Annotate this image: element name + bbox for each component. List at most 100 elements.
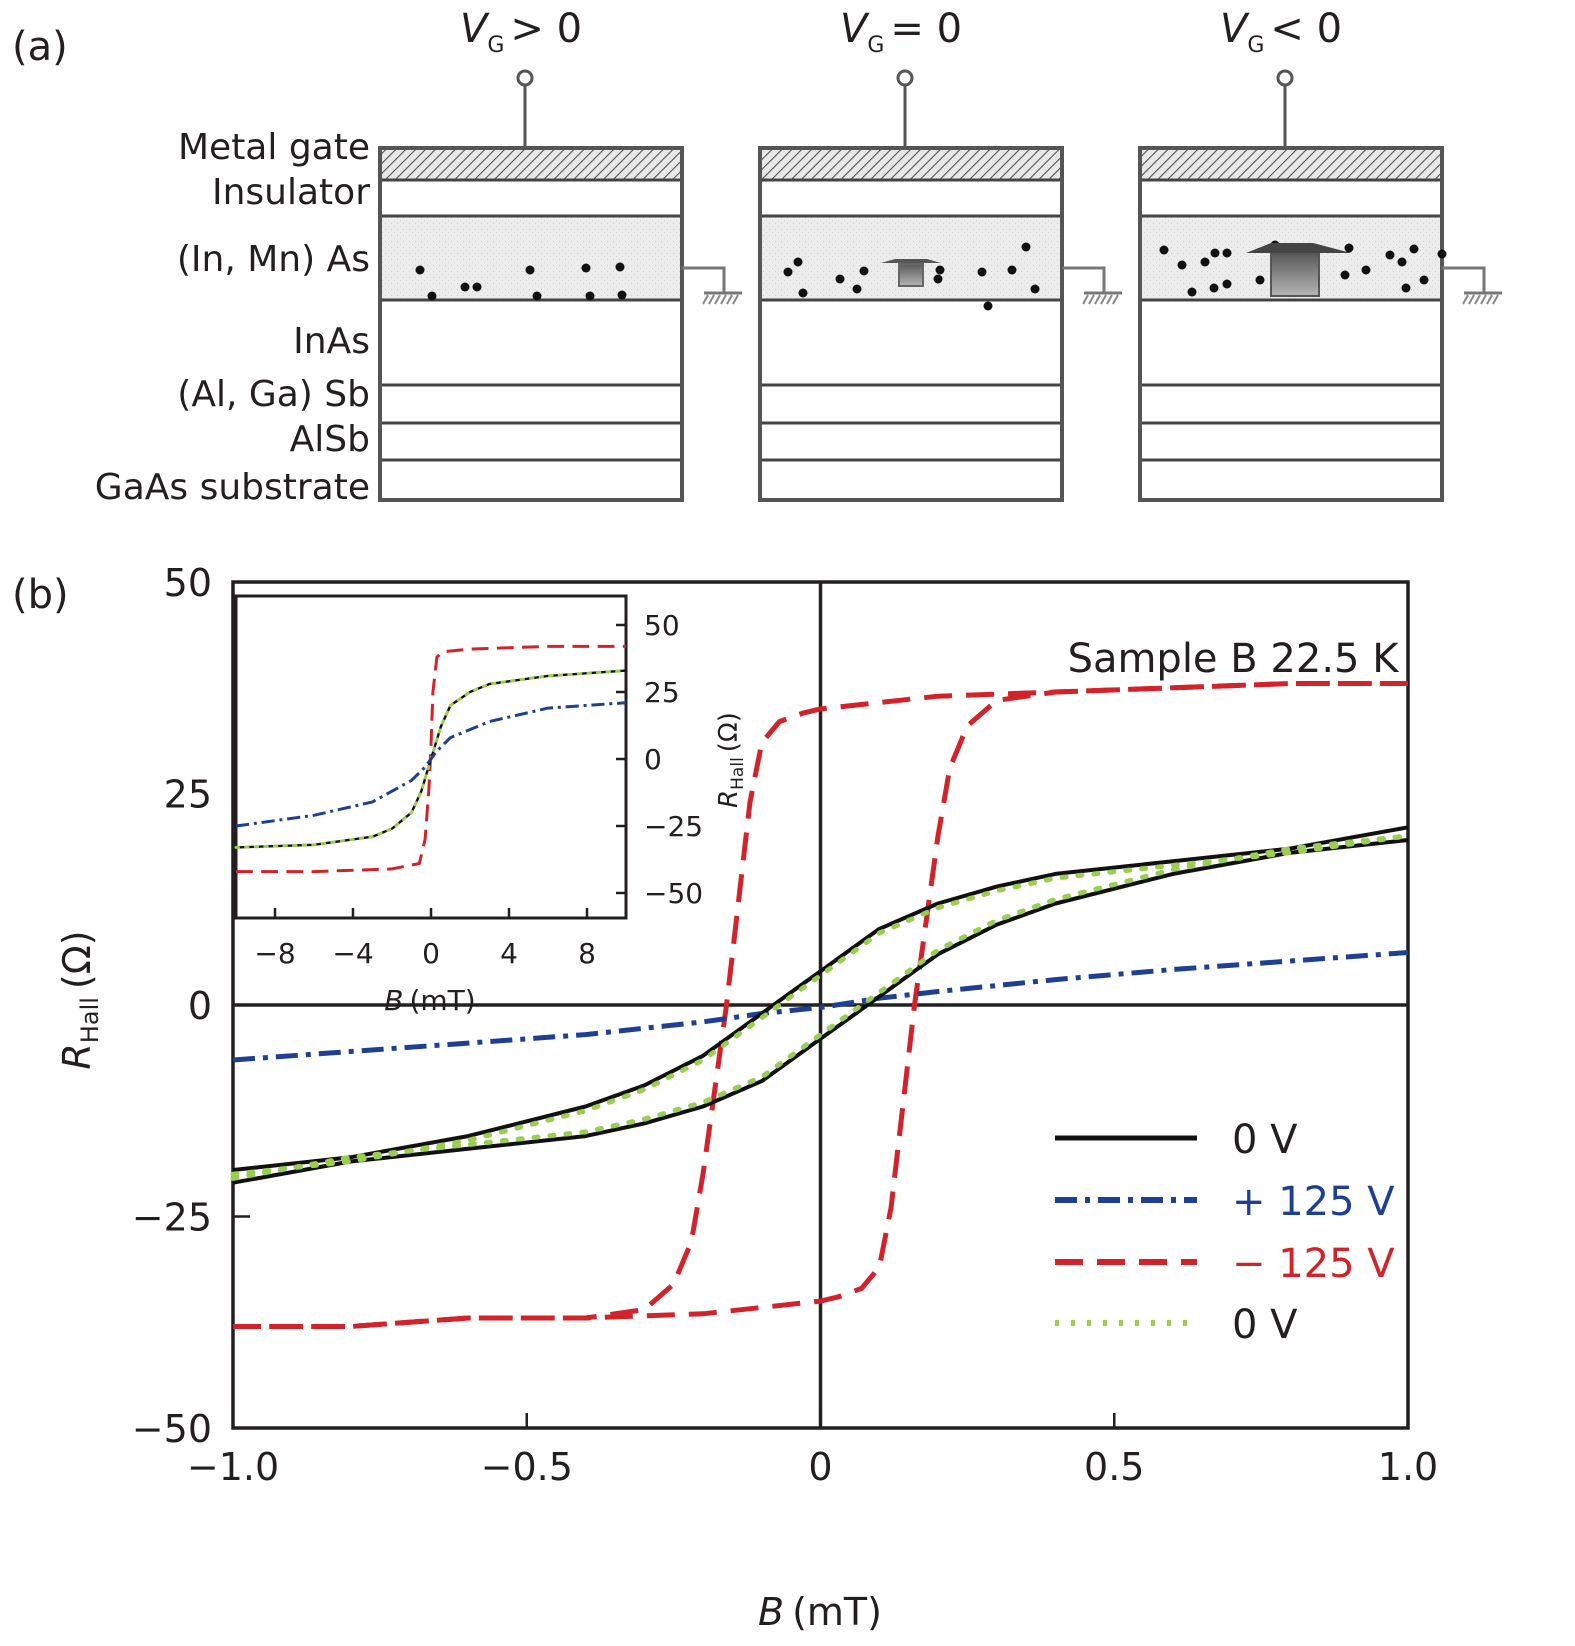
mn-dopant-dot-icon xyxy=(460,282,470,292)
y-axis-label-sub: Hall xyxy=(76,997,104,1043)
ferromagnetic-island-body xyxy=(898,263,924,287)
layer-1 xyxy=(378,178,684,218)
inset-y-tick-label: −50 xyxy=(644,877,703,910)
gate-terminal-icon xyxy=(1276,69,1294,87)
legend-label: − 125 V xyxy=(1232,1241,1395,1287)
mn-dopant-dot-icon xyxy=(1159,245,1169,255)
ground-hatch xyxy=(1474,294,1481,305)
mn-dopant-dot-icon xyxy=(1007,265,1017,275)
layer-5 xyxy=(1138,421,1444,462)
ground-hatch xyxy=(714,294,721,305)
layer-2 xyxy=(378,214,684,302)
layer-0 xyxy=(1138,146,1444,182)
ground-hatch xyxy=(1100,294,1107,305)
gate-voltage-var: V xyxy=(1220,6,1250,52)
mn-dopant-dot-icon xyxy=(783,267,793,277)
ground-hatch xyxy=(732,294,739,305)
ground-hatch xyxy=(708,294,715,305)
inset-y-axis-label-sub: Hall xyxy=(728,757,748,790)
inset-y-tick-label: −25 xyxy=(644,810,703,843)
mn-dopant-dot-icon xyxy=(852,284,862,294)
panel-b-label: (b) xyxy=(12,572,69,618)
inset-x-tick-label: 8 xyxy=(578,937,596,970)
ground-hatch xyxy=(1480,294,1487,305)
ferromagnetic-island-body xyxy=(1270,253,1320,297)
layer-1 xyxy=(758,178,1064,218)
main-series-dotted-branch-1 xyxy=(230,833,1411,1181)
layer-3 xyxy=(1138,298,1444,387)
device-1: VG = 0 xyxy=(758,6,1122,502)
device-outline xyxy=(1138,146,1444,502)
mn-dopant-dot-icon xyxy=(532,291,542,301)
mn-dopant-dot-icon xyxy=(585,291,595,301)
inset-x-axis-label-unit: (mT) xyxy=(409,984,475,1017)
ferromagnetic-island-icon xyxy=(881,259,941,263)
mn-dopant-dot-icon xyxy=(617,290,627,300)
legend: 0 V + 125 V − 125 V 0 V xyxy=(1055,1117,1395,1348)
mn-dopant-dot-icon xyxy=(1222,248,1232,258)
layer-5 xyxy=(378,421,684,462)
mn-dopant-dot-icon xyxy=(1021,242,1031,252)
layer-5 xyxy=(758,421,1064,462)
mn-dopant-dot-icon xyxy=(427,291,437,301)
ground-hatch xyxy=(1088,294,1095,305)
layer-label: Insulator xyxy=(212,172,370,213)
ground-hatch xyxy=(1462,294,1469,305)
gate-terminal-icon xyxy=(896,69,914,87)
mn-dopant-dot-icon xyxy=(977,267,987,277)
x-tick-label: −0.5 xyxy=(481,1445,573,1489)
panel-a-label: (a) xyxy=(12,24,68,70)
inset-x-tick-label: −8 xyxy=(254,937,295,970)
gate-voltage-label: VG > 0 xyxy=(460,6,582,58)
ground-lead xyxy=(682,266,726,292)
gate-voltage-relation: = 0 xyxy=(890,6,962,52)
device-outline xyxy=(758,146,1064,502)
mn-dopant-dot-icon xyxy=(793,257,803,267)
legend-label: + 125 V xyxy=(1232,1179,1395,1225)
mn-dopant-dot-icon xyxy=(933,274,943,284)
gate-voltage-label: VG < 0 xyxy=(1220,6,1342,58)
mn-dopant-dot-icon xyxy=(1187,287,1197,297)
gate-voltage-sub: G xyxy=(487,33,504,58)
mn-dopant-dot-icon xyxy=(1437,249,1447,259)
legend-label: 0 V xyxy=(1232,1302,1298,1348)
layer-label: GaAs substrate xyxy=(95,467,370,508)
layer-3 xyxy=(378,298,684,387)
ground-hatch xyxy=(726,294,733,305)
mn-dopant-dot-icon xyxy=(1397,257,1407,267)
x-axis-label: B (mT) xyxy=(758,1590,882,1634)
layer-label: AlSb xyxy=(290,419,370,460)
x-tick-label: 0.5 xyxy=(1084,1445,1144,1489)
layer-label: (Al, Ga) Sb xyxy=(177,374,370,415)
layer-0 xyxy=(378,146,684,182)
main-series-solid-branch-1 xyxy=(232,838,1409,1185)
gate-voltage-label: VG = 0 xyxy=(840,6,962,58)
ground-hatch xyxy=(1468,294,1475,305)
gate-voltage-var: V xyxy=(460,6,490,52)
inset-x-tick-label: 0 xyxy=(422,937,440,970)
layer-label: InAs xyxy=(293,321,370,362)
y-axis-label-unit: (Ω) xyxy=(55,930,99,989)
inset-x-tick-label: −4 xyxy=(332,937,373,970)
x-tick-label: 1.0 xyxy=(1378,1445,1438,1489)
sample-annotation: Sample B 22.5 K xyxy=(1068,636,1401,682)
inset-x-tick-label: 4 xyxy=(500,937,518,970)
y-axis-label-var: R xyxy=(55,1043,99,1069)
main-series-dotted-branch-0 xyxy=(230,833,1411,1177)
mn-dopant-dot-icon xyxy=(581,263,591,273)
mn-dopant-dot-icon xyxy=(1210,248,1220,258)
legend-label: 0 V xyxy=(1232,1117,1298,1163)
layer-4 xyxy=(758,383,1064,425)
mn-dopant-dot-icon xyxy=(1222,279,1232,289)
y-axis-label: RHall (Ω) xyxy=(55,930,104,1069)
y-tick-label: 50 xyxy=(164,561,212,605)
ground-lead xyxy=(1062,266,1106,292)
layer-4 xyxy=(1138,383,1444,425)
mn-dopant-dot-icon xyxy=(615,262,625,272)
inset-y-tick-label: 25 xyxy=(644,676,680,709)
gate-terminal-icon xyxy=(516,69,534,87)
ferromagnetic-island-icon xyxy=(1246,243,1351,253)
devices: VG > 0 VG = 0 VG < 0 xyxy=(378,6,1502,502)
layer-label: (In, Mn) As xyxy=(177,239,370,280)
